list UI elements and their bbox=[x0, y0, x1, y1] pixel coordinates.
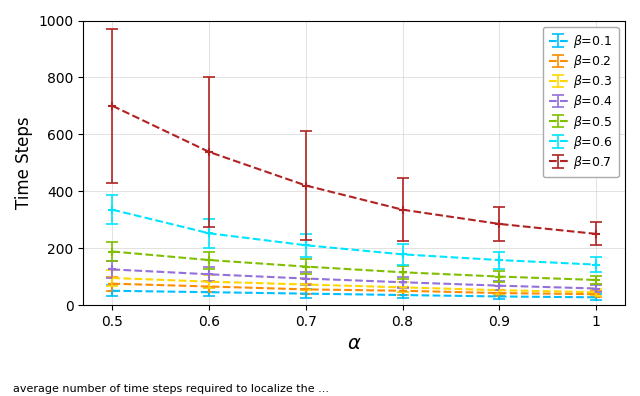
X-axis label: $\alpha$: $\alpha$ bbox=[347, 334, 362, 353]
Y-axis label: Time Steps: Time Steps bbox=[15, 116, 33, 209]
Text: average number of time steps required to localize the ...: average number of time steps required to… bbox=[13, 384, 329, 394]
Legend: $\beta$=0.1, $\beta$=0.2, $\beta$=0.3, $\beta$=0.4, $\beta$=0.5, $\beta$=0.6, $\: $\beta$=0.1, $\beta$=0.2, $\beta$=0.3, $… bbox=[543, 27, 619, 177]
